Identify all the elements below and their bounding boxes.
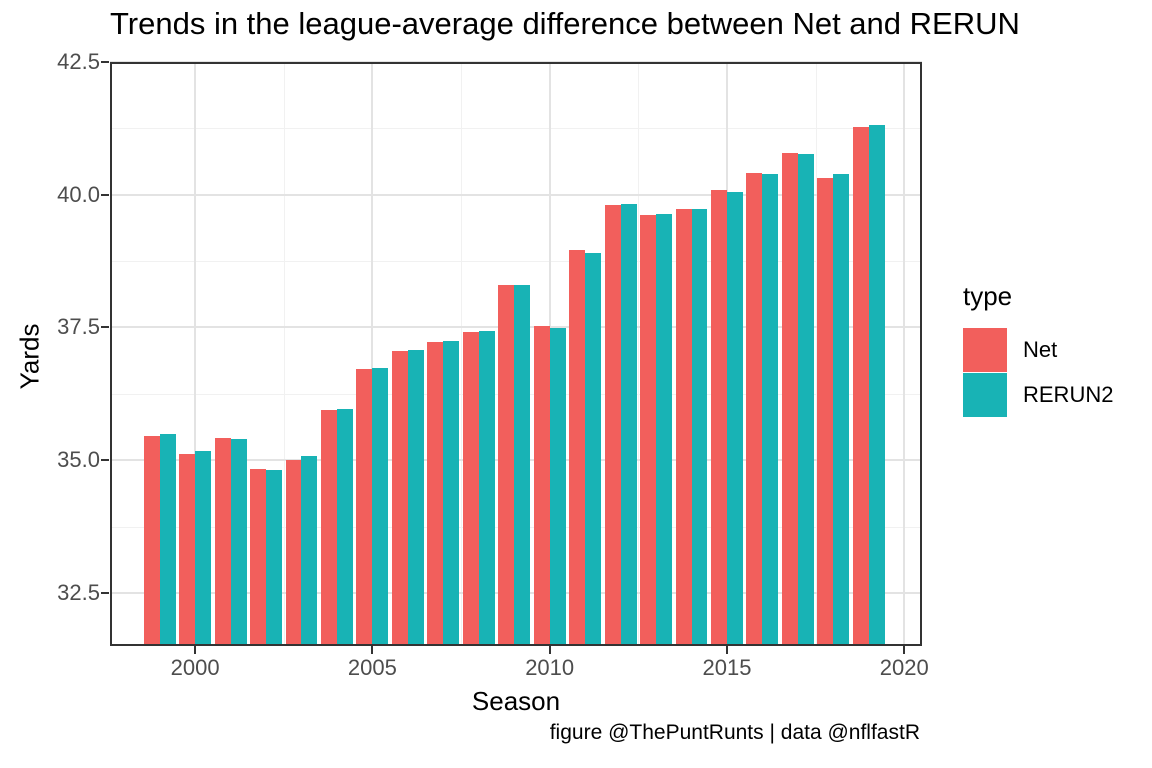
bar-rerun2-2002	[266, 469, 282, 646]
y-tick-mark	[101, 326, 109, 329]
bar-rerun2-2009	[514, 284, 531, 646]
gridline-x-major	[371, 62, 374, 646]
bar-net-2000	[179, 453, 196, 646]
legend-item-net: Net	[963, 328, 1113, 372]
bar-net-2013	[640, 215, 657, 646]
x-tick-label: 2020	[879, 655, 929, 680]
gridline-x-major	[194, 62, 197, 646]
bar-net-2014	[675, 209, 692, 646]
bar-rerun2-2012	[620, 204, 637, 646]
bar-net-2003	[285, 459, 302, 646]
bar-net-2004	[320, 409, 337, 646]
bar-rerun2-2005	[372, 367, 389, 646]
legend-swatch-rerun2	[963, 373, 1007, 417]
x-tick-mark	[548, 646, 551, 654]
gridline-y-major	[110, 193, 922, 196]
bar-rerun2-2001	[230, 438, 247, 646]
gridline-y-minor	[110, 261, 922, 263]
caption: figure @ThePuntRunts | data @nflfastR	[549, 721, 920, 744]
gridline-x-minor	[815, 62, 817, 646]
bar-net-2008	[462, 331, 479, 646]
bar-rerun2-2003	[301, 456, 318, 646]
bar-net-2016	[746, 172, 763, 646]
y-axis-title: Yards	[14, 323, 45, 390]
y-tick-label: 32.5	[57, 579, 100, 605]
bar-rerun2-2006	[407, 350, 424, 646]
y-tick-mark	[101, 61, 109, 63]
bar-rerun2-2016	[762, 173, 779, 646]
x-tick-mark	[371, 646, 374, 654]
x-axis-title: Season	[471, 686, 561, 716]
bar-net-2017	[781, 153, 798, 646]
legend: type Net RERUN2	[963, 281, 1113, 418]
gridline-x-minor	[638, 62, 640, 646]
y-tick-label: 42.5	[57, 49, 100, 74]
bar-rerun2-2011	[585, 252, 602, 646]
bar-rerun2-2008	[478, 330, 495, 646]
legend-item-rerun2: RERUN2	[963, 373, 1113, 417]
bar-rerun2-2004	[336, 408, 353, 646]
x-tick-mark	[194, 646, 197, 654]
legend-items: Net RERUN2	[963, 328, 1113, 417]
bar-net-2011	[569, 250, 586, 646]
gridline-x-minor	[461, 62, 463, 646]
x-tick-mark	[725, 646, 728, 654]
bar-rerun2-2019	[868, 124, 885, 646]
bar-rerun2-2007	[443, 340, 460, 646]
bar-net-2019	[852, 127, 869, 646]
gridline-y-major	[110, 61, 922, 63]
legend-label-net: Net	[1023, 337, 1058, 362]
bar-rerun2-2014	[691, 208, 708, 646]
y-tick-label: 40.0	[57, 181, 100, 207]
gridline-x-minor	[283, 62, 285, 646]
bar-net-2005	[356, 368, 373, 646]
x-tick-label: 2005	[347, 655, 397, 680]
bar-rerun2-2013	[656, 213, 672, 646]
x-tick-mark	[903, 646, 906, 654]
legend-swatch-net	[963, 328, 1007, 372]
legend-title: type	[963, 281, 1013, 311]
gridline-y-minor	[110, 128, 922, 130]
y-tick-label: 35.0	[57, 447, 100, 473]
bar-rerun2-2000	[195, 451, 212, 646]
legend-label-rerun2: RERUN2	[1023, 382, 1114, 407]
bar-rerun2-2017	[797, 154, 814, 646]
bar-rerun2-2015	[726, 191, 743, 646]
bar-net-2015	[711, 190, 727, 646]
x-tick-label: 2000	[170, 655, 220, 680]
y-tick-label: 37.5	[57, 314, 100, 340]
bar-net-2002	[250, 469, 266, 646]
y-tick-mark	[101, 193, 109, 196]
x-tick-label: 2015	[702, 655, 752, 680]
bar-net-2009	[498, 284, 515, 646]
y-tick-mark	[101, 591, 109, 594]
bar-rerun2-2010	[549, 328, 566, 646]
chart-title: Trends in the league-average difference …	[110, 6, 1020, 41]
bar-net-2010	[533, 326, 550, 646]
bar-rerun2-1999	[159, 434, 176, 646]
bar-net-2006	[391, 351, 408, 646]
y-tick-mark	[101, 459, 109, 462]
bar-net-1999	[143, 436, 160, 646]
bar-net-2001	[214, 437, 231, 646]
bar-net-2007	[427, 342, 444, 646]
bar-rerun2-2018	[833, 173, 850, 646]
bar-net-2012	[604, 205, 621, 646]
gridline-x-major	[903, 62, 906, 646]
bar-net-2018	[817, 178, 834, 646]
x-tick-label: 2010	[525, 655, 575, 680]
plot-panel	[110, 61, 922, 646]
